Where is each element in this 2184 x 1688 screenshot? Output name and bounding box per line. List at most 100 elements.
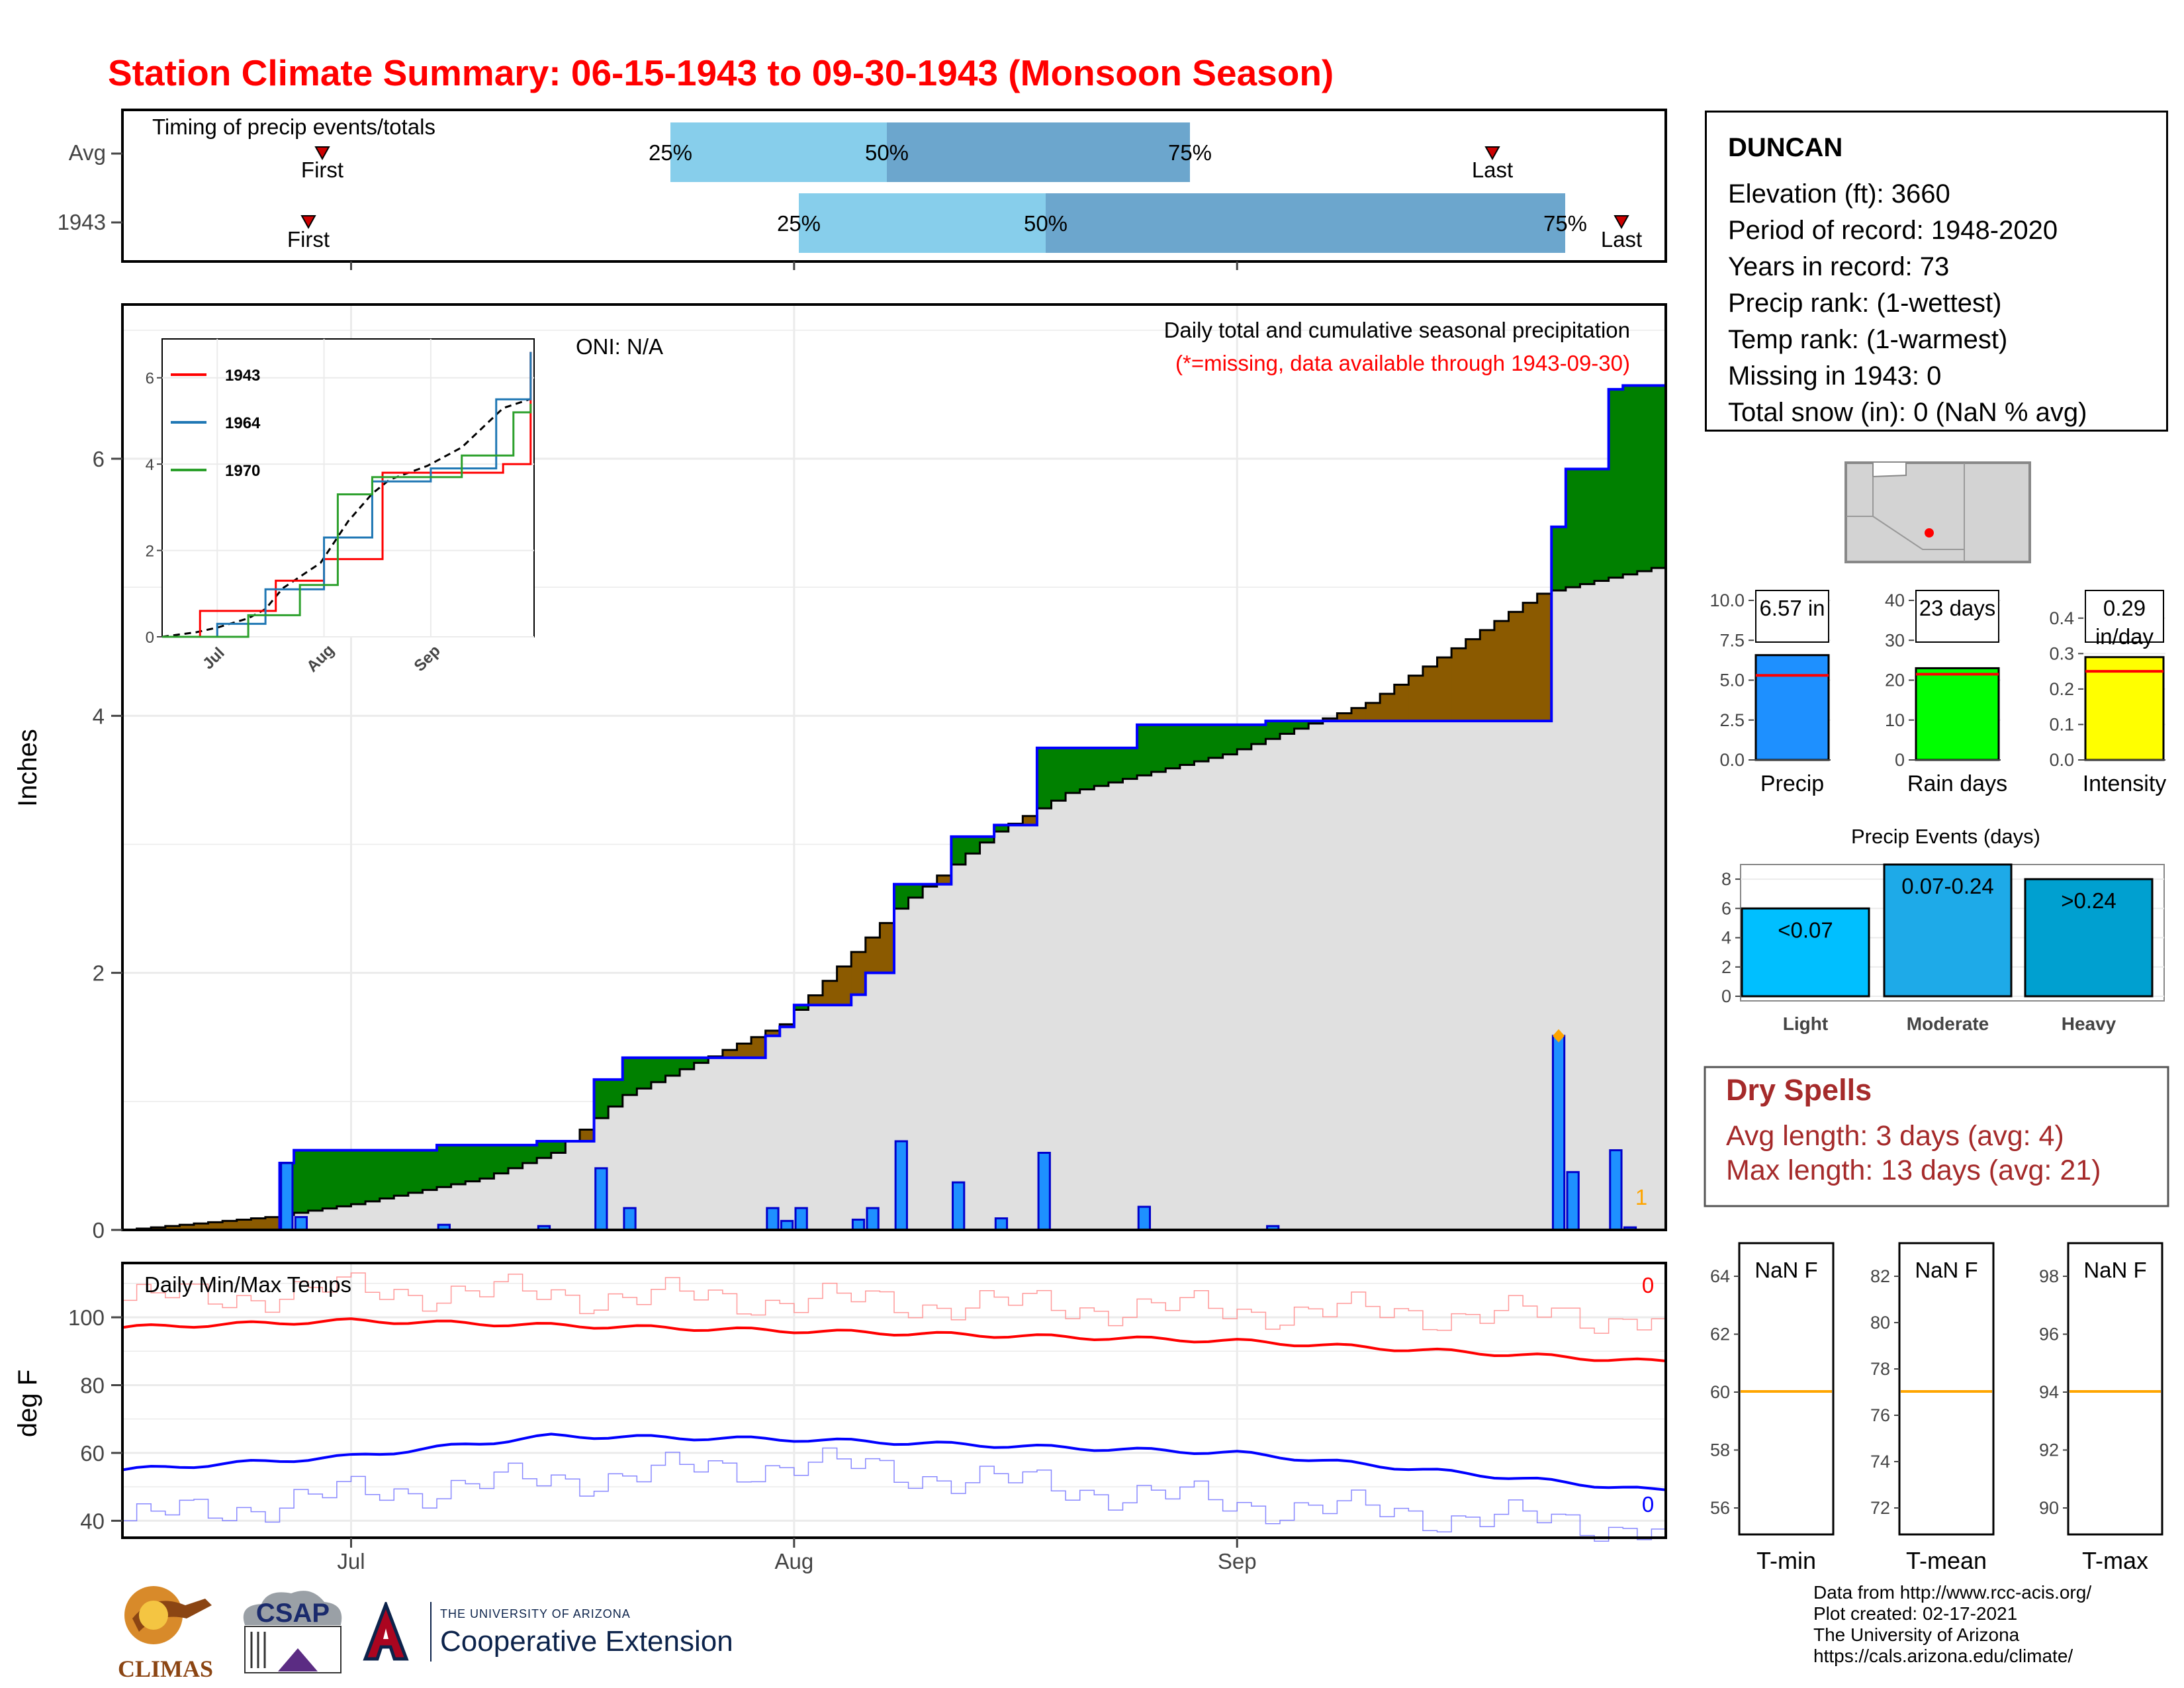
summary-value-Precip: 6.57 in [1759,596,1825,620]
precip-diff-above [908,884,923,898]
precip-diff-above [1208,724,1224,758]
precip-diff-above [1108,747,1124,782]
station-years: Years in record: 73 [1728,252,1950,281]
temp-box-T-mean [1898,1242,1995,1536]
timing-row-year-label: 1943 [58,210,106,234]
events-bar-Moderate [1883,863,2013,998]
temp-box-tick-T-mean: 76 [1870,1405,1890,1425]
temp-y-tick: 60 [80,1441,105,1466]
temp-box-tick-T-max: 92 [2039,1440,2059,1460]
timing-avg-last-marker [1484,146,1500,161]
timing-avg-bar-lower [670,122,887,182]
temp-panel: 40 60 80 100 deg F Daily Min/Max Temps 0 0 [13,1262,1667,1542]
summary-tick-Rain days: 10 [1885,710,1905,730]
precip-diff-above [665,1057,680,1076]
precip-diff-above [551,1141,566,1153]
precip-diff-above [1594,469,1610,581]
temp-box-tick-T-mean: 72 [1870,1498,1890,1518]
summary-label-Rain days: Rain days [1907,771,2007,796]
events-tick: 6 [1721,898,1731,918]
precip-diff-below [823,980,838,1006]
precip-diff-above [622,1057,637,1096]
precip-diff-below [193,1223,209,1230]
inset-legend-label-1943: 1943 [225,367,260,385]
temp-y-tick: 80 [80,1373,105,1397]
precip-diff-below [751,1037,766,1058]
station-name: DUNCAN [1728,133,1843,162]
precip-diff-above [965,836,981,854]
precip-diff-above [494,1145,509,1174]
temp-box-label-T-max: T-max [2082,1547,2148,1574]
ua-divider [430,1602,432,1662]
precip-y-tick: 6 [93,447,105,471]
precip-diff-below [165,1226,180,1230]
precip-diff-below [179,1225,195,1230]
timing-year-last-marker [1614,215,1629,230]
events-bar-Light [1741,907,1870,998]
timing-avg-first-marker [314,146,330,161]
summary-tick-Rain days: 20 [1885,671,1905,690]
precip-diff-above [537,1141,552,1158]
events-bar-label-Light: <0.07 [1778,917,1833,942]
precip-diff-above [794,1005,809,1010]
precip-diff-above [1237,724,1252,749]
precip-diff-above [1137,724,1152,776]
precip-diff-above [1251,724,1267,745]
month-label-Jul: Jul [337,1549,365,1573]
precip-diff-below [851,952,866,995]
temp-panel-label: Daily Min/Max Temps [144,1272,351,1297]
temp-box-tick-T-mean: 82 [1870,1266,1890,1286]
timing-row-avg-label: Avg [69,140,106,165]
precip-diff-above [465,1145,480,1182]
events-tick: 0 [1721,986,1731,1006]
precip-diff-below [1023,816,1038,825]
daily-max-temp-line [122,1272,1666,1334]
precip-diff-below [1494,621,1510,722]
precip-diff-below [880,923,895,973]
summary-value-box [1755,590,1829,643]
precip-diff-above [294,1150,309,1213]
precip-diff-above [994,825,1009,832]
precip-diff-above [522,1145,537,1164]
ua-logo [363,1599,409,1662]
avg-min-temp-line [122,1432,1666,1491]
precip-diff-below [865,937,881,973]
precip-diff-above [1094,747,1109,786]
events-bar-label-Moderate: 0.07-0.24 [1901,874,1993,898]
precip-diff-above [351,1150,366,1205]
station-temp-rank: Temp rank: (1-warmest) [1728,325,2008,354]
precip-diff-above [1580,469,1595,585]
precip-diff-above [479,1145,495,1179]
csap-logo: CSAP [232,1585,351,1678]
timing-year-first-label: First [287,227,330,252]
inset-series-1970 [162,403,532,638]
max-missing-count: 0 [1642,1273,1654,1297]
summary-bar-Precip [1754,654,1830,761]
precip-diff-above [1651,385,1666,569]
summary-tick-Precip: 0.0 [1719,750,1745,770]
events-bar-label-Heavy: >0.24 [2061,888,2116,913]
climas-wordmark: CLIMAS [117,1656,214,1682]
summary-tick-Intensity: 0.1 [2049,714,2074,734]
precip-diff-above [322,1150,338,1209]
temp-box-value-T-min: NaN F [1754,1258,1817,1282]
missing-note: (*=missing, data available through 1943-… [1175,351,1630,375]
max-day-marker [1553,1029,1565,1043]
precip-diff-above [1265,721,1281,739]
precip-diff-above [1280,721,1295,734]
summary-tick-Intensity: 0.2 [2049,679,2074,699]
precip-diff-below [579,1129,595,1142]
temp-box-tick-T-min: 56 [1710,1498,1730,1518]
precip-diff-below [251,1218,266,1230]
summary-tick-Rain days: 0 [1895,750,1905,770]
summary-label-Precip: Precip [1760,771,1824,796]
timing-avg-p25: 25% [649,140,692,165]
precip-diff-above [408,1150,424,1193]
inset-average-line [161,398,531,638]
timing-year-first-marker [300,215,316,230]
station-missing: Missing in 1943: 0 [1728,361,1942,391]
precip-diff-below [1365,702,1381,722]
inset-y-tick: 4 [146,456,154,474]
station-location-marker [1925,528,1934,538]
